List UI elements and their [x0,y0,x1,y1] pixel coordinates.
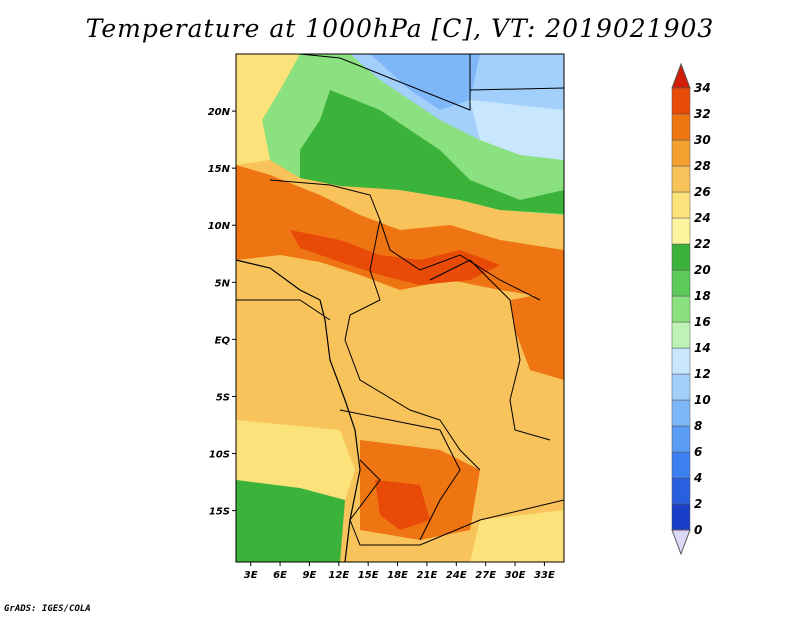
colorbar-segment [671,477,691,505]
lon-label: 30E [505,570,526,581]
colorbar-label: 16 [694,315,711,329]
lon-label: 12E [328,570,349,581]
coastline [235,259,361,563]
axis-ticks: 20N 15N 10N 5N EQ 5S 10S 15S 3E 6E 9E 12E 15E 18E 21E 2… [208,107,555,581]
colorbar-max-arrow [671,62,691,89]
lon-label: 33E [534,570,555,581]
colorbar-label: 0 [694,523,702,537]
lon-label: 3E [244,570,258,581]
colorbar-segment [671,347,691,375]
colorbar-segment [671,503,691,531]
map-title: Temperature at 1000hPa [C], VT: 20190219… [85,14,715,43]
colorbar-segment [671,243,691,271]
field-green-darker [300,90,564,214]
colorbar-segment [671,87,691,115]
colorbar-segment [671,295,691,323]
country-borders [236,54,564,546]
colorbar-segment [671,451,691,479]
colorbar-label: 26 [694,185,711,199]
colorbar-label: 10 [694,393,711,407]
colorbar-segment [671,373,691,401]
colorbar-label: 30 [694,133,711,147]
lon-label: 9E [303,570,317,581]
colorbar-label: 8 [694,419,702,433]
lon-label: 24E [446,570,467,581]
field-east-hot [510,290,564,380]
lon-label: 21E [417,570,438,581]
lat-label: 5N [215,278,231,289]
field-pale-north [470,100,564,160]
lat-label: 20N [208,107,231,118]
colorbar-label: 34 [694,81,711,95]
map-frame [235,53,565,563]
colorbar-segment [671,399,691,427]
colorbar-label: 20 [694,263,711,277]
lat-label: 5S [216,392,230,403]
colorbar-min-arrow [671,529,691,556]
lon-label: 6E [273,570,287,581]
colorbar-label: 24 [694,211,711,225]
lat-label: 15N [208,164,231,175]
colorbar-segment [671,113,691,141]
colorbar-label: 14 [694,341,711,355]
colorbar-label: 32 [694,107,711,121]
colorbar-segment [671,165,691,193]
colorbar-label: 6 [694,445,702,459]
field-hottest-south [375,480,430,530]
colorbar-label: 2 [694,497,702,511]
colorbar-segment [671,139,691,167]
lon-label: 18E [387,570,408,581]
lat-label: 15S [209,507,230,518]
colorbar-label: 28 [694,159,711,173]
field-southeast [470,510,564,562]
colorbar-label: 22 [694,237,711,251]
colorbar-segment [671,425,691,453]
lat-label: EQ [215,335,231,346]
field-coldest [370,54,480,110]
lon-label: 27E [475,570,496,581]
colorbar-segment [671,191,691,219]
colorbar-segment [671,321,691,349]
lon-label: 15E [358,570,379,581]
lat-label: 10S [209,450,230,461]
field-yellow-nw [236,54,300,165]
colorbar-label: 12 [694,367,711,381]
colorbar-label: 18 [694,289,711,303]
lat-label: 10N [208,221,231,232]
field-pale-south [236,420,355,500]
colorbar-label: 4 [693,471,702,485]
colorbar-segment [671,269,691,297]
temperature-field [236,54,564,562]
field-green-south [236,480,345,562]
colorbar-segment [671,217,691,245]
grads-credit: GrADS: IGES/COLA [4,604,91,614]
